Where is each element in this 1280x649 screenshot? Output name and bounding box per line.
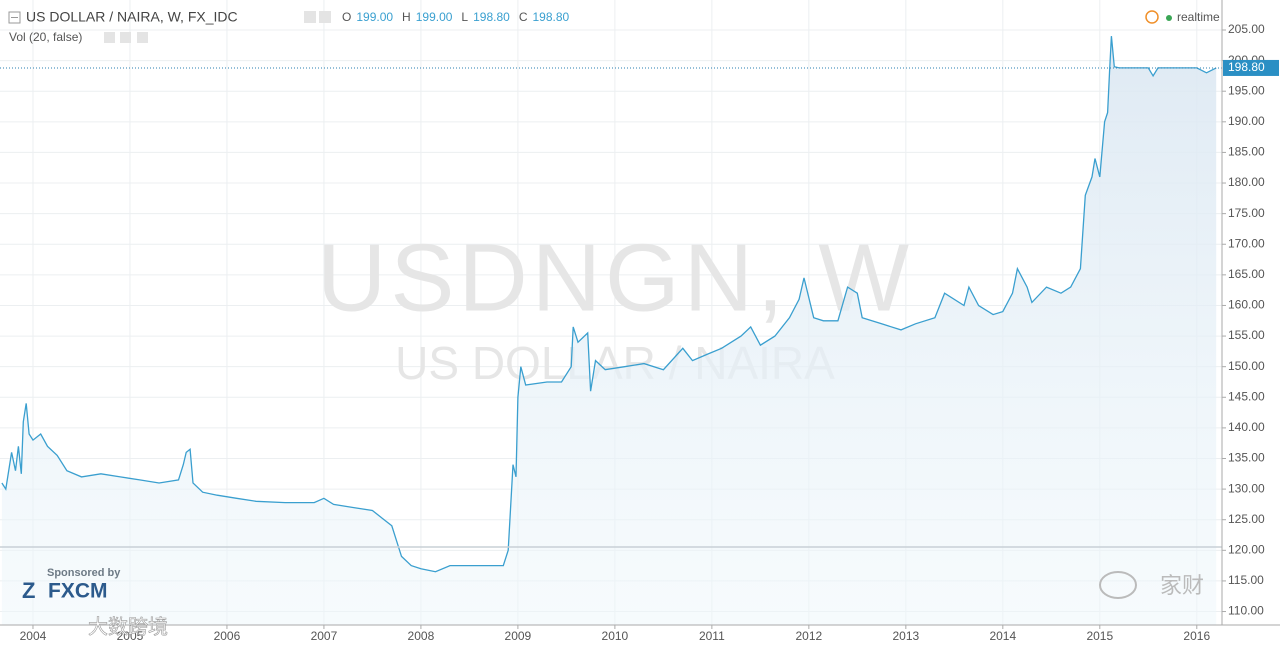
y-tick-label: 145.00 xyxy=(1228,389,1265,403)
x-tick-label: 2008 xyxy=(408,629,435,643)
sponsor: FXCM xyxy=(48,580,108,603)
ohlc-key: L xyxy=(461,10,468,24)
axes: 110.00 115.00 120.00 125.00 130.00 135.00 140.… xyxy=(20,22,1279,643)
plot xyxy=(0,36,1222,626)
x-tick-label: 2010 xyxy=(602,629,629,643)
symbol-title: US DOLLAR / NAIRA, W, FX_IDC xyxy=(26,9,238,25)
y-tick-label: 165.00 xyxy=(1228,267,1265,281)
x-tick-label: 2014 xyxy=(989,629,1016,643)
y-tick-label: 130.00 xyxy=(1228,481,1265,495)
x-tick-label: 2016 xyxy=(1183,629,1210,643)
settings-button[interactable] xyxy=(304,11,316,23)
y-tick-label: 175.00 xyxy=(1228,206,1265,220)
y-tick-label: 120.00 xyxy=(1228,542,1265,556)
y-tick-label: 155.00 xyxy=(1228,328,1265,342)
ohlc-value: 198.80 xyxy=(473,10,510,24)
sponsor-logo: Z xyxy=(22,578,35,603)
watermark: USDNGN, W xyxy=(317,224,913,331)
y-tick-label: 205.00 xyxy=(1228,22,1265,36)
overlay-watermark: 大数跨境 xyxy=(88,615,168,638)
y-tick-label: 160.00 xyxy=(1228,298,1265,312)
y-tick-label: 115.00 xyxy=(1228,573,1264,587)
last-price-badge xyxy=(1223,59,1279,76)
y-tick-label: 170.00 xyxy=(1228,236,1265,250)
x-tick-label: 2013 xyxy=(892,629,919,643)
indicator-settings[interactable] xyxy=(104,32,115,43)
ohlc-key: C xyxy=(519,10,528,24)
indicator-remove[interactable] xyxy=(137,32,148,43)
ohlc-key: O xyxy=(342,10,351,24)
y-tick-label: 185.00 xyxy=(1228,145,1265,159)
price-line xyxy=(1,36,1217,573)
y-tick-label: 110.00 xyxy=(1228,604,1264,618)
ohlc-legend: O 199.00 H 199.00 L 198.80 C 198.80 xyxy=(342,10,570,24)
ohlc-key: H xyxy=(402,10,411,24)
x-tick-label: 2004 xyxy=(20,629,47,643)
wechat-icon xyxy=(1099,571,1137,599)
x-tick-label: 2011 xyxy=(699,629,725,643)
alert-icon[interactable] xyxy=(1145,10,1159,24)
overlay-watermark: 家财 xyxy=(1160,573,1204,598)
y-tick-label: 125.00 xyxy=(1228,512,1265,526)
y-tick-label: 190.00 xyxy=(1228,114,1265,128)
indicator-label: Vol (20, false) xyxy=(9,30,82,44)
y-tick-label: 140.00 xyxy=(1228,420,1265,434)
x-tick-label: 2009 xyxy=(505,629,532,643)
indicator-hide[interactable] xyxy=(120,32,131,43)
x-tick-label: 2006 xyxy=(214,629,241,643)
status: realtime xyxy=(1177,10,1220,24)
compare-button[interactable] xyxy=(319,11,331,23)
collapse-button[interactable] xyxy=(8,11,21,24)
ohlc-value: 199.00 xyxy=(416,10,453,24)
ohlc-value: 198.80 xyxy=(532,10,569,24)
x-tick-label: 2012 xyxy=(795,629,822,643)
y-tick-label: 150.00 xyxy=(1228,359,1265,373)
x-tick-label: 2007 xyxy=(311,629,338,643)
status-dot xyxy=(1166,15,1172,21)
ohlc-value: 199.00 xyxy=(356,10,393,24)
y-tick-label: 195.00 xyxy=(1228,83,1265,97)
x-tick-label: 2005 xyxy=(117,629,144,643)
last-price-label: 198.80 xyxy=(1228,60,1265,74)
y-tick-label: 135.00 xyxy=(1228,451,1265,465)
sponsor-text: Sponsored by xyxy=(47,567,121,579)
area-fill xyxy=(1,36,1217,626)
x-tick-label: 2015 xyxy=(1086,629,1113,643)
y-tick-label: 180.00 xyxy=(1228,175,1265,189)
